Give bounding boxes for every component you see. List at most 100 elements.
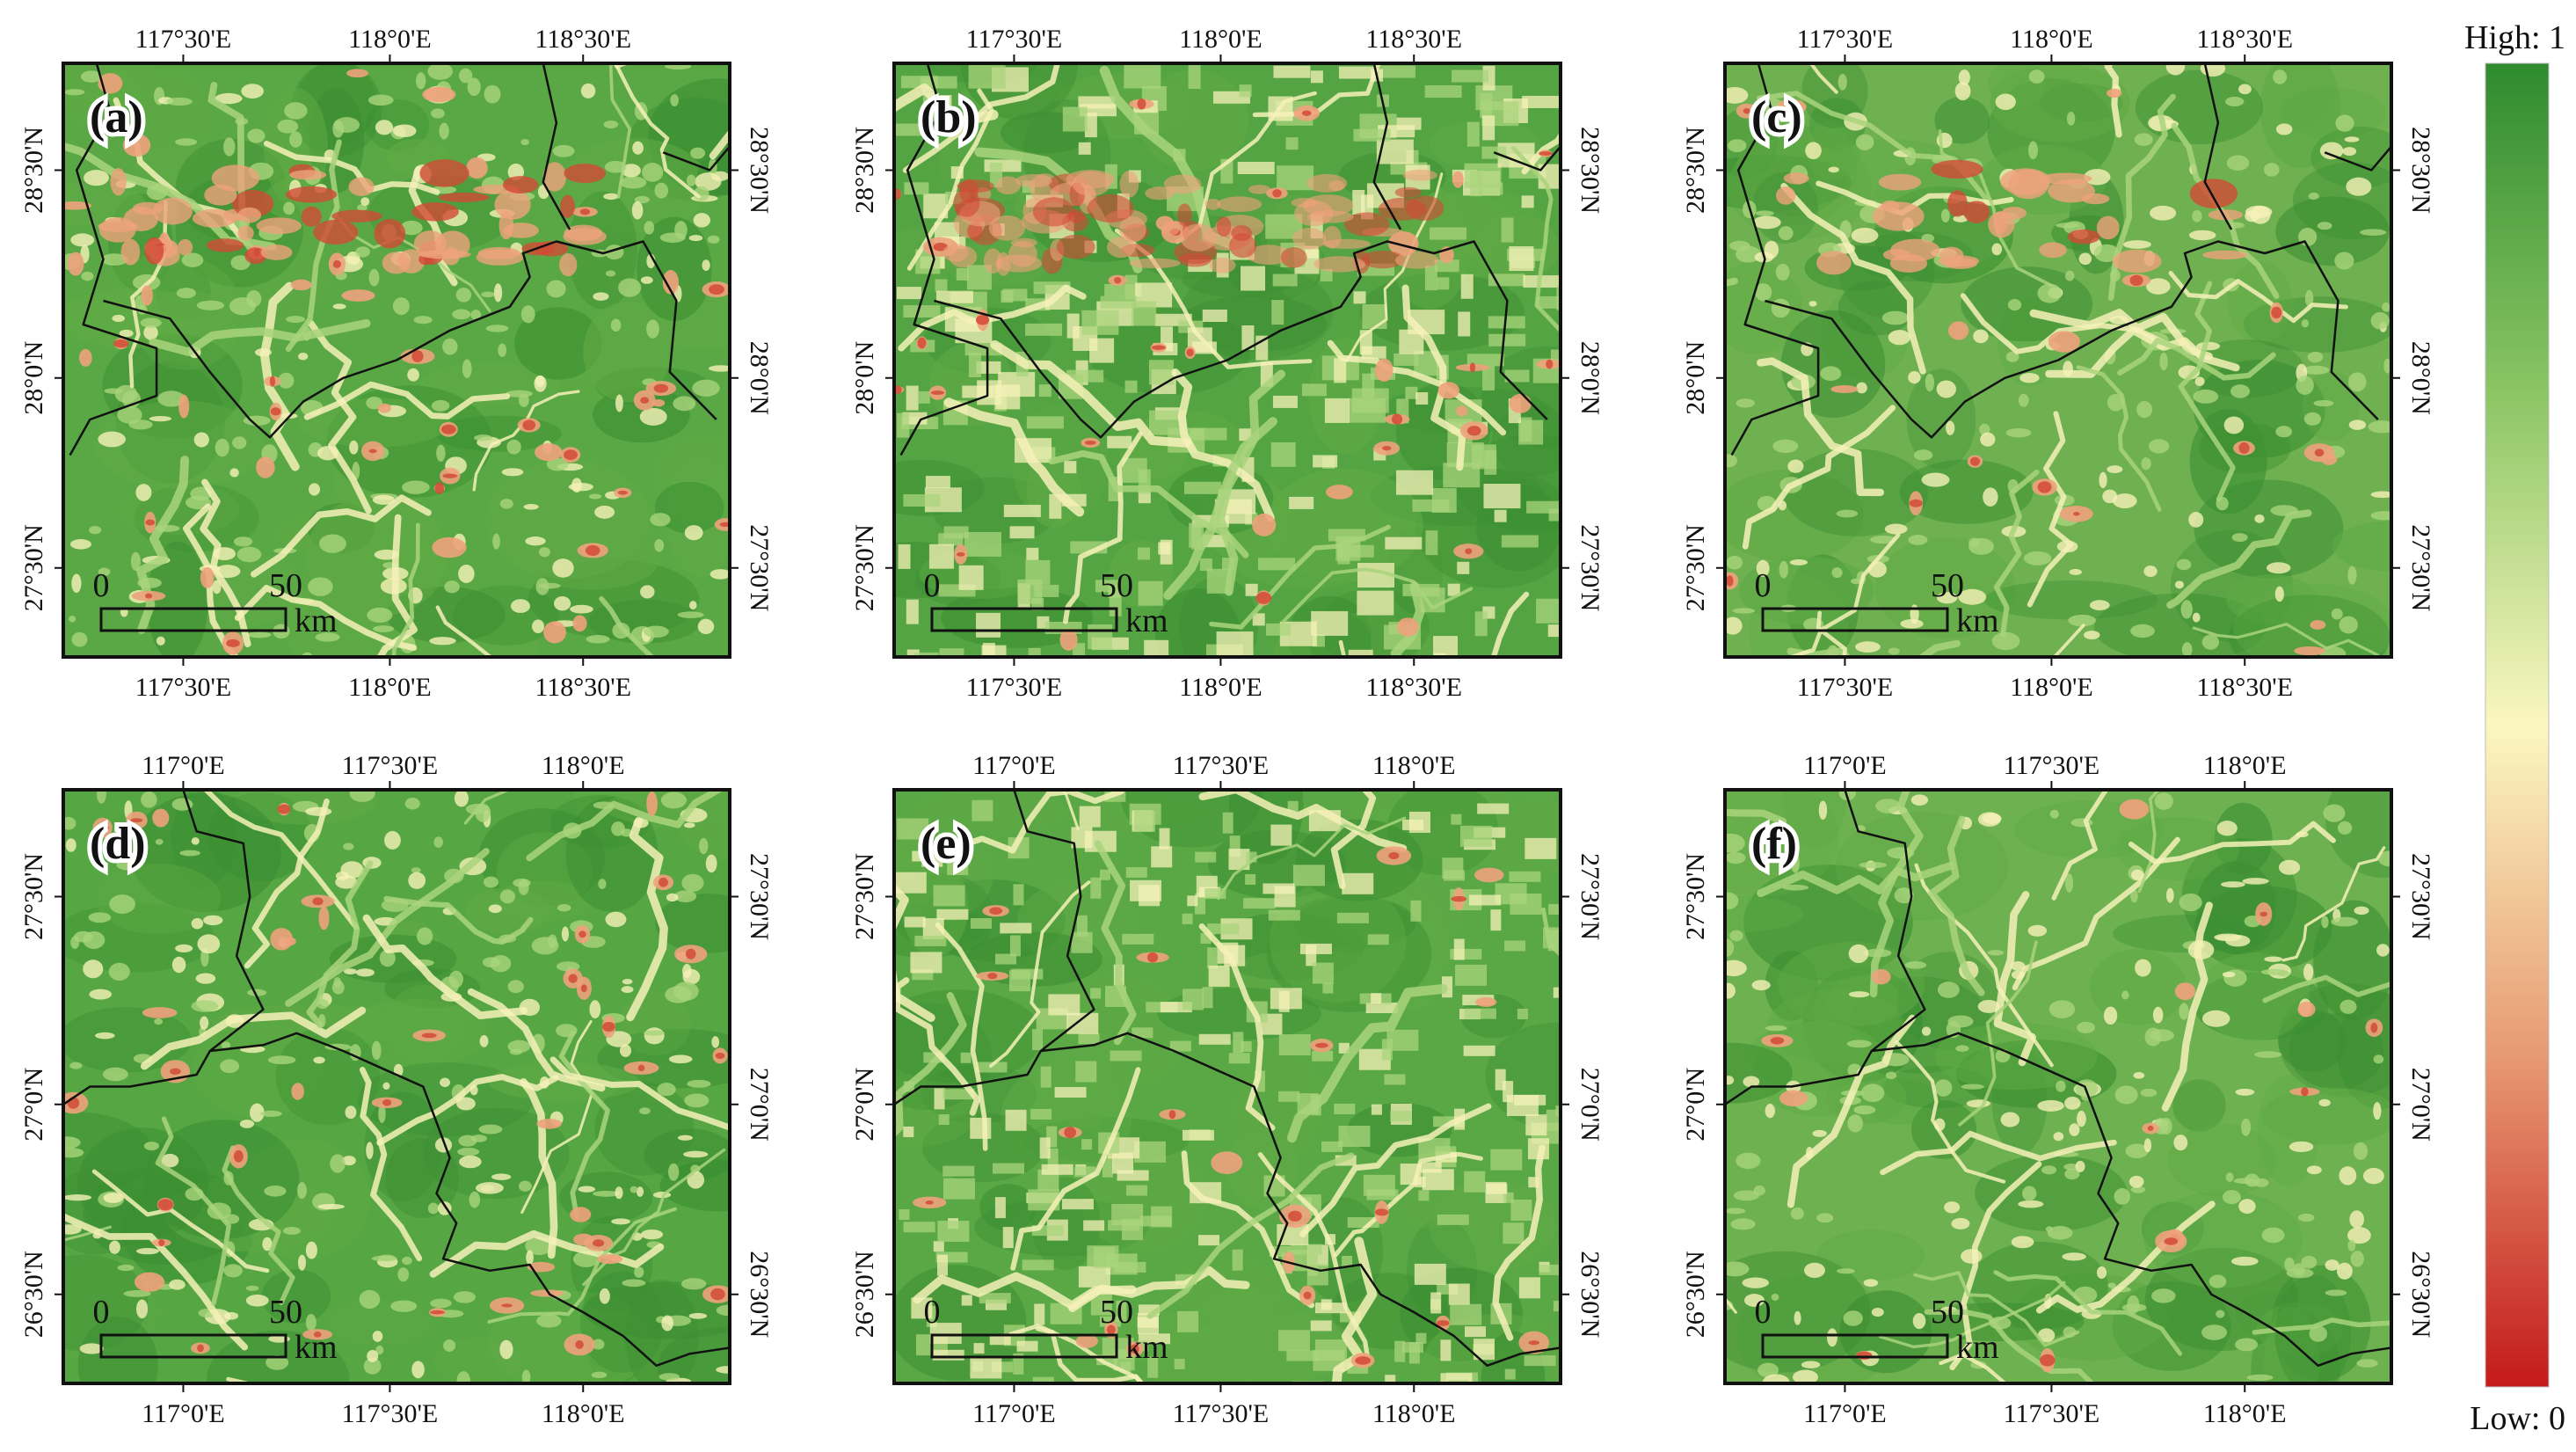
speckle bbox=[2340, 999, 2357, 1014]
urban-core bbox=[1465, 548, 1473, 555]
speckle bbox=[382, 1082, 390, 1090]
speckle bbox=[1772, 439, 1799, 454]
speckle bbox=[1174, 1359, 1185, 1370]
urban-band-cell bbox=[289, 170, 327, 180]
speckle bbox=[1353, 128, 1391, 142]
panel-label: (f) bbox=[1751, 819, 1797, 869]
green-patch bbox=[95, 864, 222, 935]
speckle bbox=[683, 1150, 709, 1158]
speckle bbox=[1490, 909, 1502, 931]
speckle bbox=[2323, 804, 2346, 822]
lat-tick-right: 28°0'N bbox=[745, 341, 774, 415]
speckle bbox=[1202, 987, 1213, 1009]
speckle bbox=[2102, 489, 2118, 504]
urban-band bbox=[98, 159, 607, 277]
speckle bbox=[1553, 1301, 1561, 1312]
lat-tick-left: 27°30'N bbox=[850, 524, 879, 611]
lat-tick-right: 27°0'N bbox=[745, 1068, 774, 1142]
urban-spot bbox=[2119, 799, 2150, 820]
river-streak bbox=[2161, 901, 2213, 1112]
speckle bbox=[1289, 496, 1314, 509]
speckle bbox=[1913, 449, 1933, 461]
speckle bbox=[1466, 354, 1504, 367]
speckle bbox=[1104, 283, 1142, 296]
speckle bbox=[442, 338, 458, 355]
speckle bbox=[2337, 821, 2353, 835]
lat-tick-left: 28°30'N bbox=[1681, 127, 1710, 214]
speckle bbox=[452, 309, 471, 320]
urban-spot bbox=[2297, 1001, 2316, 1018]
speckle bbox=[1888, 330, 1911, 346]
urban-core bbox=[925, 1200, 934, 1205]
speckle bbox=[1488, 333, 1526, 347]
speckle bbox=[1054, 1087, 1087, 1098]
speckle bbox=[1729, 240, 1750, 252]
speckle bbox=[431, 108, 445, 119]
speckle bbox=[247, 989, 267, 996]
speckle bbox=[2143, 1138, 2152, 1153]
speckle bbox=[2064, 1168, 2080, 1180]
speckle bbox=[1743, 1076, 1760, 1088]
green-patch bbox=[1725, 260, 1803, 354]
urban-band-cell bbox=[1129, 258, 1181, 269]
speckle bbox=[427, 1202, 439, 1215]
speckle bbox=[372, 494, 395, 505]
speckle bbox=[968, 63, 1006, 89]
urban-spot bbox=[291, 1083, 304, 1100]
river-streak bbox=[1330, 790, 1377, 889]
speckle bbox=[1519, 417, 1532, 442]
urban-core bbox=[1374, 1208, 1389, 1216]
urban-core bbox=[1355, 1356, 1372, 1365]
raster-map bbox=[63, 63, 730, 657]
lon-tick-bottom: 117°0'E bbox=[972, 1399, 1056, 1428]
speckle bbox=[1846, 1040, 1872, 1048]
speckle bbox=[1385, 536, 1423, 550]
speckle bbox=[1147, 1356, 1159, 1378]
speckle bbox=[2127, 1295, 2140, 1315]
speckle bbox=[2263, 163, 2280, 177]
speckle bbox=[699, 837, 709, 855]
speckle bbox=[1031, 1029, 1043, 1051]
speckle bbox=[1936, 380, 1956, 398]
green-patch bbox=[453, 585, 559, 646]
speckle bbox=[2194, 376, 2205, 387]
speckle bbox=[1277, 165, 1314, 191]
urban-band-cell bbox=[1119, 171, 1139, 198]
urban-core bbox=[501, 1303, 513, 1308]
speckle bbox=[1522, 95, 1560, 108]
speckle bbox=[1885, 1071, 1897, 1080]
urban-band-cell bbox=[2189, 179, 2238, 208]
river-streak bbox=[307, 320, 372, 514]
speckle bbox=[1390, 1111, 1412, 1122]
urban-band-cell bbox=[2048, 179, 2095, 203]
green-patch bbox=[485, 459, 651, 580]
speckle bbox=[2121, 990, 2129, 1000]
lat-tick-right: 27°30'N bbox=[745, 524, 774, 611]
speckle bbox=[1336, 912, 1369, 923]
speckle bbox=[680, 1278, 707, 1290]
speckle bbox=[1348, 649, 1373, 657]
speckle bbox=[518, 393, 529, 407]
speckle bbox=[1733, 1190, 1760, 1201]
speckle bbox=[373, 625, 395, 632]
urban-core bbox=[989, 907, 1003, 915]
raster-map bbox=[63, 790, 730, 1383]
speckle bbox=[2143, 565, 2158, 578]
speckle bbox=[1277, 1330, 1310, 1352]
speckle bbox=[223, 1264, 243, 1278]
river-streak bbox=[234, 584, 418, 652]
urban-core bbox=[226, 638, 240, 647]
speckle bbox=[455, 288, 472, 303]
speckle bbox=[2313, 400, 2334, 407]
green-patch bbox=[1782, 790, 1846, 850]
speckle bbox=[640, 276, 653, 284]
speckle bbox=[1420, 1162, 1442, 1173]
speckle bbox=[221, 1041, 231, 1049]
speckle bbox=[1371, 1104, 1382, 1115]
speckle bbox=[1078, 142, 1091, 155]
speckle bbox=[98, 567, 111, 576]
speckle bbox=[1875, 799, 1901, 814]
speckle bbox=[1378, 65, 1415, 78]
